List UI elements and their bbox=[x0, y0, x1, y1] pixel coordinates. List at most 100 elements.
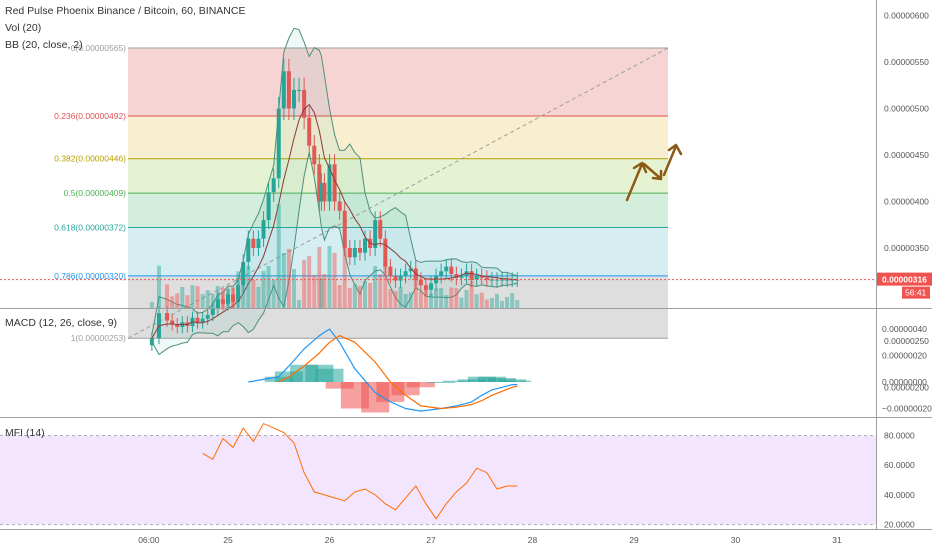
fib-level-label: 0.236(0.00000492) bbox=[54, 111, 126, 121]
volume-bar bbox=[175, 293, 180, 308]
volume-bar bbox=[378, 274, 383, 308]
mfi-tick-label: 60.0000 bbox=[884, 460, 915, 470]
price-tick-label: 0.00000350 bbox=[884, 243, 929, 253]
volume-bar bbox=[444, 295, 449, 308]
volume-bar bbox=[156, 265, 161, 308]
fib-level-label: 0.5(0.00000409) bbox=[64, 188, 127, 198]
volume-bar bbox=[246, 266, 251, 308]
volume-bar bbox=[200, 294, 205, 308]
candle-body bbox=[281, 71, 286, 109]
candle-body bbox=[220, 299, 225, 304]
candle-body bbox=[307, 117, 312, 146]
fib-zone bbox=[128, 158, 668, 194]
candle-body bbox=[327, 164, 332, 202]
candle-body bbox=[271, 178, 276, 193]
volume-bar bbox=[215, 286, 220, 308]
candle-body bbox=[291, 89, 296, 109]
price-tick-label: 0.00000400 bbox=[884, 197, 929, 207]
volume-bar bbox=[317, 247, 322, 308]
volume-bar bbox=[256, 287, 261, 308]
mfi-pane[interactable] bbox=[0, 422, 876, 526]
candle-body bbox=[317, 164, 322, 202]
time-tick-label: 25 bbox=[223, 535, 233, 545]
candle-body bbox=[286, 71, 291, 109]
volume-bar bbox=[291, 269, 296, 308]
candle-body bbox=[175, 324, 180, 328]
fib-level-label: 0.382(0.00000446) bbox=[54, 154, 126, 164]
candle-body bbox=[322, 182, 327, 202]
volume-bar bbox=[413, 277, 418, 308]
bollinger-lower-line bbox=[151, 152, 518, 356]
candle-body bbox=[297, 89, 302, 91]
candle-body bbox=[363, 238, 368, 253]
volume-bar bbox=[307, 256, 312, 308]
volume-bar bbox=[302, 260, 307, 308]
volume-bar bbox=[368, 283, 373, 308]
volume-bar bbox=[210, 293, 215, 308]
candle-body bbox=[347, 248, 352, 258]
symbol-title[interactable]: Red Pulse Phoenix Binance / Bitcoin, 60,… bbox=[5, 5, 246, 17]
bollinger-indicator-label[interactable]: BB (20, close, 2) bbox=[5, 39, 83, 51]
macd-pane[interactable] bbox=[248, 328, 532, 413]
candle-body bbox=[246, 238, 251, 262]
bollinger-upper-line bbox=[151, 27, 518, 335]
candle-body bbox=[205, 314, 210, 319]
mfi-indicator-label[interactable]: MFI (14) bbox=[5, 427, 45, 439]
price-pane[interactable]: 0(0.00000565) 0.236(0.00000492) 0.382(0.00… bbox=[0, 27, 876, 356]
volume-bar bbox=[459, 297, 464, 308]
fib-level-label: 0(0.00000565) bbox=[71, 43, 126, 53]
candle-body bbox=[398, 275, 403, 281]
mfi-tick-label: 80.0000 bbox=[884, 431, 915, 441]
last-price-value: 0.00000316 bbox=[882, 275, 927, 285]
volume-bar bbox=[271, 280, 276, 308]
fib-level-label: 0.618(0.00000372) bbox=[54, 223, 126, 233]
volume-bar bbox=[429, 293, 433, 308]
candle-body bbox=[439, 271, 444, 276]
candle-body bbox=[170, 320, 175, 325]
macd-indicator-label[interactable]: MACD (12, 26, close, 9) bbox=[5, 317, 118, 329]
candle-body bbox=[403, 271, 408, 276]
volume-bar bbox=[388, 289, 393, 308]
price-tick-label: 0.00000250 bbox=[884, 336, 929, 346]
candle-body bbox=[195, 317, 200, 323]
volume-bar bbox=[347, 288, 352, 308]
candle-body bbox=[505, 279, 510, 281]
volume-bar bbox=[190, 285, 195, 308]
candle-body bbox=[231, 294, 236, 302]
volume-bar bbox=[180, 287, 185, 308]
volume-bar bbox=[484, 299, 489, 308]
volume-bar bbox=[337, 285, 342, 308]
macd-line bbox=[248, 328, 518, 412]
candle-body bbox=[319, 182, 324, 202]
candle-body bbox=[469, 271, 474, 280]
volume-bar bbox=[281, 253, 286, 308]
macd-histogram-bar bbox=[427, 382, 456, 383]
candle-body bbox=[393, 275, 398, 281]
time-tick-label: 29 bbox=[629, 535, 639, 545]
candle-body bbox=[459, 275, 464, 278]
volume-bar bbox=[185, 295, 190, 308]
macd-histogram-bar bbox=[406, 382, 435, 388]
volume-bar bbox=[474, 294, 479, 308]
candle-body bbox=[261, 220, 266, 239]
annotation-arrow bbox=[642, 162, 663, 181]
candle-body bbox=[489, 279, 494, 281]
candle-body bbox=[383, 238, 388, 267]
macd-histogram-bar bbox=[315, 368, 344, 382]
volume-bar bbox=[165, 284, 170, 308]
candle-body bbox=[484, 277, 489, 280]
volume-bar bbox=[500, 301, 505, 308]
annotation-arrow bbox=[625, 161, 648, 202]
candle-body bbox=[408, 268, 413, 272]
candle-body bbox=[302, 89, 307, 118]
volume-indicator-label[interactable]: Vol (20) bbox=[5, 22, 42, 34]
macd-signal-line bbox=[278, 334, 518, 410]
candle-body bbox=[474, 275, 479, 280]
candle-body bbox=[236, 285, 241, 302]
volume-bar bbox=[357, 286, 362, 308]
candle-body bbox=[444, 266, 449, 272]
volume-bar bbox=[418, 291, 423, 308]
price-tick-label: 0.00000550 bbox=[884, 57, 929, 67]
